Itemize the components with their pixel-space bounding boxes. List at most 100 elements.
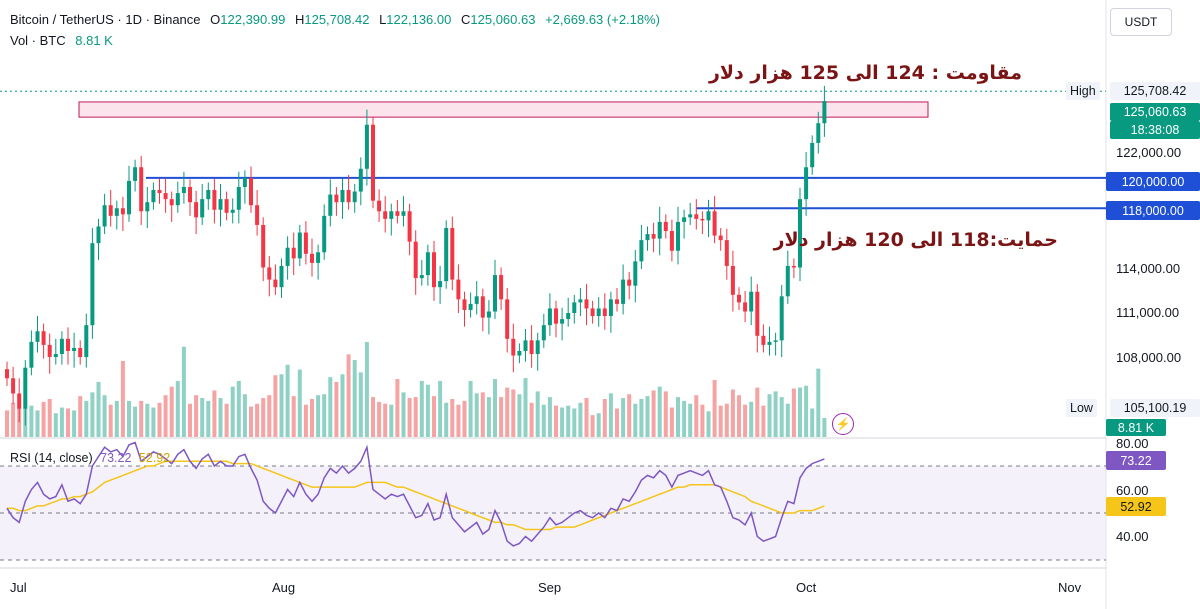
volume-bar bbox=[779, 397, 784, 437]
volume-bar bbox=[249, 406, 253, 437]
candle-body bbox=[773, 340, 778, 342]
volume-bar bbox=[761, 405, 766, 437]
low-price-label: 105,100.19 bbox=[1110, 399, 1200, 417]
volume-bar bbox=[322, 394, 327, 437]
currency-button[interactable]: USDT bbox=[1110, 8, 1172, 36]
volume-bar bbox=[547, 397, 552, 437]
x-tick-label: Sep bbox=[538, 580, 562, 595]
volume-bar bbox=[78, 396, 83, 437]
candle-body bbox=[169, 199, 174, 206]
volume-bar bbox=[554, 405, 558, 437]
high-label: H bbox=[294, 12, 305, 27]
candle-body bbox=[480, 296, 485, 318]
volume-bar bbox=[212, 390, 217, 437]
candle-body bbox=[639, 240, 644, 262]
candle-body bbox=[676, 221, 680, 251]
volume-bar bbox=[175, 380, 180, 437]
volume-bar bbox=[572, 408, 577, 437]
resistance-zone bbox=[78, 101, 929, 118]
candle-body bbox=[389, 211, 394, 219]
symbol-title[interactable]: Bitcoin / TetherUS · 1D · Binance bbox=[10, 12, 201, 27]
candle-body bbox=[72, 347, 77, 351]
level-118k-label: 118,000.00 bbox=[1106, 201, 1200, 220]
candle-body bbox=[419, 275, 424, 279]
volume-legend: Vol · BTC 8.81 K bbox=[10, 33, 113, 48]
candle-body bbox=[456, 279, 461, 300]
high-tag: High bbox=[1066, 82, 1100, 100]
candle-body bbox=[59, 338, 64, 355]
volume-label[interactable]: Vol · BTC bbox=[10, 33, 66, 48]
volume-bar bbox=[230, 386, 235, 437]
candle-body bbox=[11, 378, 16, 394]
candle-body bbox=[328, 194, 333, 216]
candle-body bbox=[273, 279, 278, 288]
rsi-lines-layer bbox=[6, 441, 825, 547]
candle-body bbox=[188, 186, 192, 203]
candle-body bbox=[584, 299, 589, 309]
low-tag: Low bbox=[1066, 399, 1097, 417]
volume-bar bbox=[810, 408, 815, 437]
lightning-icon[interactable]: ⚡ bbox=[832, 413, 854, 435]
candle-body bbox=[743, 302, 748, 312]
volume-bar bbox=[59, 407, 64, 437]
volume-bar bbox=[706, 411, 711, 437]
volume-value: 8.81 K bbox=[75, 33, 113, 48]
candle-body bbox=[798, 199, 802, 268]
candle-body bbox=[608, 299, 613, 317]
volume-bar bbox=[700, 404, 705, 437]
candle-body bbox=[249, 177, 253, 206]
volume-bar bbox=[267, 395, 272, 437]
candle-body bbox=[474, 296, 479, 304]
candle-body bbox=[340, 190, 345, 203]
volume-bar bbox=[669, 407, 674, 437]
candle-body bbox=[651, 234, 656, 239]
candle-body bbox=[291, 247, 296, 259]
volume-bar bbox=[468, 380, 473, 437]
candle-body bbox=[554, 308, 558, 324]
candle-body bbox=[224, 199, 229, 213]
candle-body bbox=[29, 341, 34, 368]
candle-body bbox=[127, 180, 131, 215]
volume-bar bbox=[627, 394, 632, 437]
candle-body bbox=[511, 338, 516, 356]
y-tick-label: 122,000.00 bbox=[1116, 145, 1182, 160]
candle-body bbox=[114, 208, 119, 216]
legend-row: Bitcoin / TetherUS · 1D · Binance O122,3… bbox=[10, 12, 660, 27]
rsi-value-tag: 73.22 bbox=[1106, 451, 1166, 470]
volume-bar bbox=[578, 402, 583, 437]
candle-body bbox=[535, 340, 540, 355]
rsi-tick-60: 60.00 bbox=[1116, 483, 1149, 498]
volume-bar bbox=[303, 404, 308, 437]
volume-bar bbox=[181, 346, 186, 437]
candle-body bbox=[499, 275, 504, 300]
volume-bar bbox=[310, 399, 314, 437]
candle-body bbox=[120, 208, 125, 215]
candle-body bbox=[645, 234, 650, 241]
candle-body bbox=[181, 186, 186, 194]
candle-body bbox=[444, 227, 449, 282]
volume-bar bbox=[645, 396, 650, 437]
volume-bar bbox=[560, 407, 565, 437]
candle-body bbox=[413, 241, 418, 279]
volume-bar bbox=[200, 398, 205, 437]
volume-bar bbox=[169, 386, 174, 437]
candle-body bbox=[779, 296, 784, 341]
rsi-label[interactable]: RSI (14, close) bbox=[10, 451, 93, 465]
candle-body bbox=[200, 199, 205, 218]
candle-body bbox=[462, 299, 467, 310]
rsi-value: 73.22 bbox=[100, 451, 132, 465]
candle-body bbox=[804, 167, 809, 200]
volume-bar bbox=[462, 400, 467, 437]
candle-body bbox=[255, 205, 260, 225]
candle-body bbox=[316, 252, 321, 263]
volume-bar bbox=[688, 403, 693, 437]
rsi-band-layer bbox=[0, 465, 1106, 561]
volume-bar bbox=[566, 405, 571, 437]
volume-bar bbox=[541, 404, 546, 437]
volume-last-label: 8.81 K bbox=[1106, 419, 1166, 436]
volume-bar bbox=[602, 399, 607, 437]
volume-bar bbox=[480, 392, 485, 437]
candle-body bbox=[90, 243, 95, 326]
